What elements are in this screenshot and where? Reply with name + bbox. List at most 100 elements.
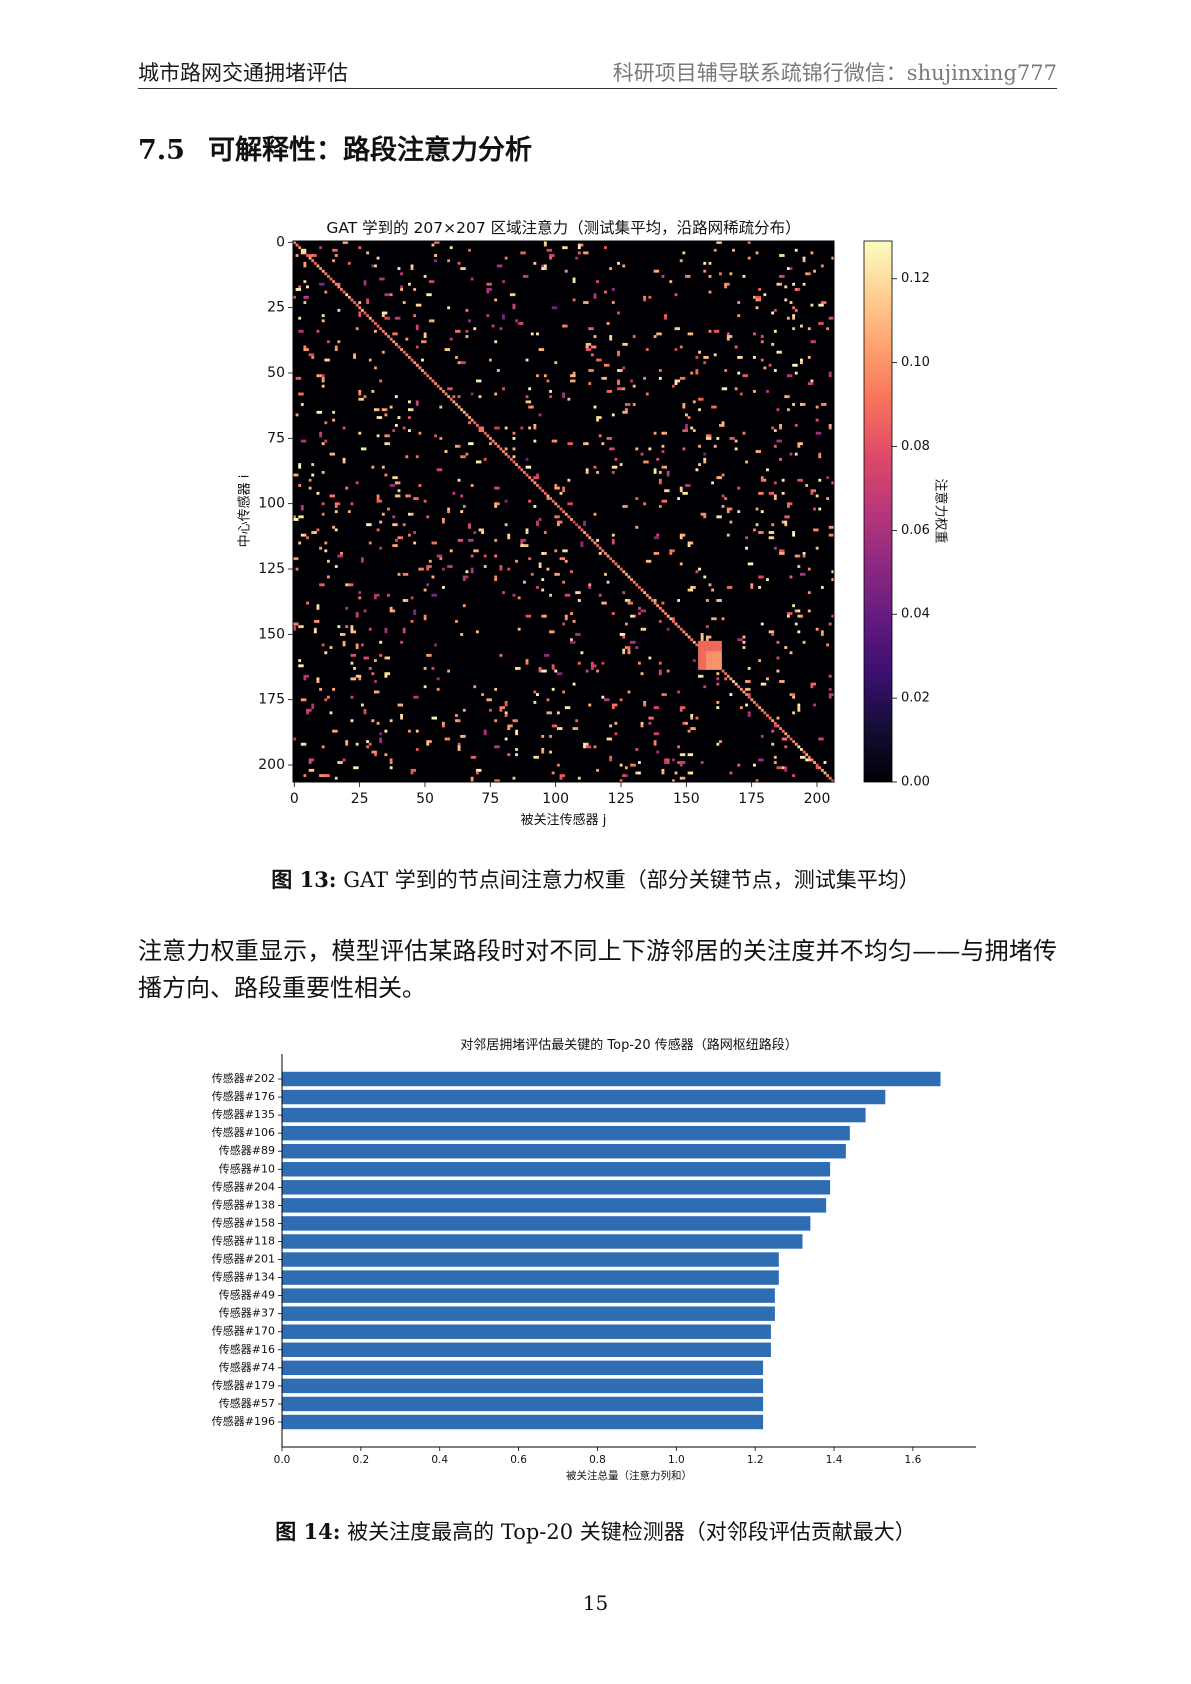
heatmap-cell (439, 468, 443, 472)
heatmap-cell (724, 387, 728, 391)
heatmap-cell (533, 476, 537, 480)
y-tick-label: 传感器#196 (212, 1415, 275, 1428)
heatmap-cell (747, 711, 751, 715)
heatmap-cell (559, 727, 563, 730)
heatmap-cell (721, 423, 725, 427)
heatmap-cell (766, 468, 769, 472)
heatmap-cell (410, 408, 414, 412)
heatmap-cell (792, 740, 796, 744)
heatmap-cell (698, 643, 701, 647)
heatmap-cell (413, 695, 417, 699)
heatmap-cell (400, 714, 404, 717)
header-rule (138, 88, 1057, 89)
heatmap-cell (415, 497, 419, 500)
heatmap-cell (473, 549, 477, 553)
heatmap-cell (719, 740, 722, 744)
heatmap-cell (465, 575, 469, 579)
paragraph-line: 注意力权重显示，模型评估某路段时对不同上下游邻居的关注度并不均匀——与拥堵传 (138, 937, 1057, 965)
heatmap-cell (449, 387, 453, 391)
heatmap-cell (379, 520, 383, 524)
heatmap-cell (755, 251, 759, 255)
heatmap-cell (517, 596, 521, 600)
heatmap-cell (831, 614, 834, 618)
heatmap-cell (632, 403, 636, 406)
heatmap-cell (726, 533, 730, 537)
heatmap-cell (596, 669, 600, 673)
heatmap-cell (674, 771, 678, 775)
heatmap-cell (640, 609, 644, 613)
heatmap-cell (593, 345, 597, 349)
heatmap-cell (371, 465, 375, 469)
heatmap-cell (379, 416, 383, 419)
y-tick-label: 传感器#74 (219, 1361, 275, 1374)
heatmap-cell (692, 659, 696, 663)
heatmap-cell (332, 494, 336, 498)
heatmap-cell (687, 544, 691, 548)
heatmap-cell (387, 593, 390, 597)
heatmap-cell (773, 308, 777, 312)
heatmap-cell (653, 536, 657, 540)
heatmap-cell (606, 698, 610, 702)
heatmap-cell (698, 651, 701, 655)
heatmap-cell (376, 690, 380, 694)
body-paragraph: 注意力权重显示，模型评估某路段时对不同上下游邻居的关注度并不均匀——与拥堵传 播… (138, 933, 1057, 1007)
heatmap-cell (397, 489, 401, 493)
heatmap-cell (698, 397, 701, 401)
heatmap-cell (554, 515, 558, 519)
heatmap-cell (813, 682, 816, 686)
heatmap-cell (350, 719, 354, 723)
section-heading: 7.5 可解释性：路段注意力分析 (138, 134, 532, 168)
heatmap-cell (789, 267, 793, 270)
heatmap-cell (685, 491, 688, 495)
heatmap-cell (300, 329, 304, 333)
heatmap-cell (400, 272, 404, 276)
heatmap-cell (298, 376, 302, 380)
heatmap-cell (316, 680, 320, 683)
y-tick-label: 传感器#176 (212, 1090, 275, 1103)
heatmap-cell (321, 269, 325, 273)
heatmap-cell (397, 494, 401, 498)
heatmap-cell (300, 533, 304, 537)
heatmap-cell (522, 251, 526, 255)
heatmap-cell (413, 768, 417, 772)
heatmap-cell (669, 549, 673, 553)
heatmap-cell (525, 274, 529, 278)
heatmap-cell (303, 280, 307, 284)
heatmap-cell (611, 301, 615, 304)
heatmap-cell (572, 277, 576, 281)
heatmap-cell (703, 648, 707, 652)
heatmap-cell (394, 544, 398, 548)
heatmap-cell (826, 774, 830, 778)
heatmap-cell (379, 379, 383, 383)
heatmap-cell (664, 499, 667, 503)
heatmap-cell (601, 376, 605, 380)
heatmap-cell (700, 646, 704, 649)
heatmap-cell (596, 538, 600, 542)
x-tick-label: 0 (290, 791, 299, 807)
heatmap-cell (554, 572, 558, 576)
heatmap-cell (711, 481, 715, 485)
heatmap-cell (334, 254, 338, 257)
heatmap-cell (394, 395, 398, 399)
heatmap-cell (624, 766, 628, 770)
heatmap-cell (776, 408, 780, 412)
heatmap-cell (773, 494, 777, 498)
heatmap-cell (596, 768, 600, 772)
heatmap-cell (611, 612, 615, 615)
heatmap-cell (520, 541, 524, 545)
heatmap-cell (507, 724, 511, 728)
heatmap-cell (400, 703, 404, 707)
heatmap-cell (705, 664, 709, 668)
heatmap-cell (771, 311, 775, 315)
heatmap-cell (708, 648, 712, 652)
heatmap-cell (776, 282, 780, 286)
heatmap-cell (353, 766, 356, 770)
heatmap-cell (494, 538, 498, 542)
heatmap-cell (577, 591, 581, 595)
heatmap-cell (415, 748, 419, 751)
heatmap-cell (460, 538, 464, 542)
heatmap-cell (525, 528, 529, 532)
heatmap-cell (750, 698, 754, 702)
heatmap-cell (394, 423, 398, 427)
heatmap-cell (549, 497, 552, 500)
